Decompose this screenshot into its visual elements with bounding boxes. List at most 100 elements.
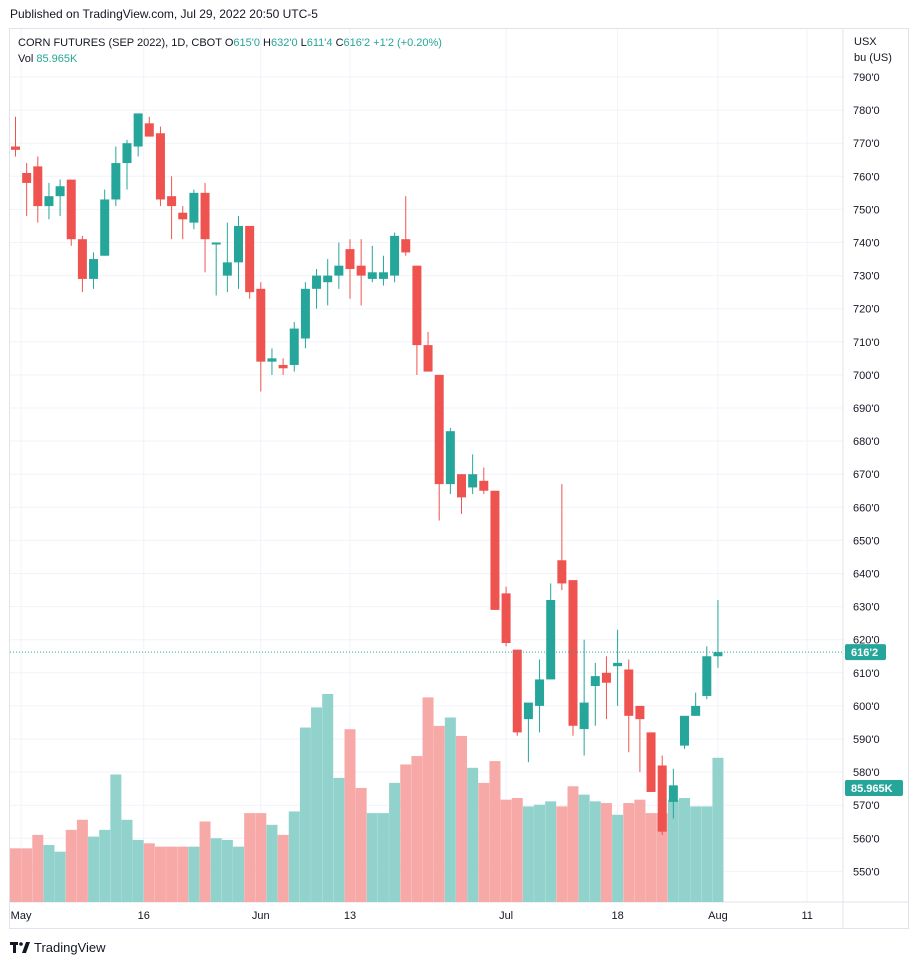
- last-volume-tag: [845, 780, 903, 796]
- low-key: L: [300, 37, 307, 49]
- candle-body: [11, 146, 20, 150]
- last-price-tag: [845, 644, 886, 661]
- volume-bar: [344, 729, 356, 902]
- volume-bar: [76, 819, 88, 902]
- candle-body: [89, 259, 99, 279]
- volume-bar: [377, 813, 389, 902]
- price-tick-label: 790'0: [853, 72, 880, 84]
- candle-body: [702, 656, 712, 696]
- candle-body: [657, 765, 667, 832]
- candle-body: [256, 288, 266, 362]
- candle-body: [390, 235, 400, 276]
- volume-bar: [99, 829, 111, 902]
- candle-body: [680, 715, 689, 746]
- volume-bar: [400, 764, 412, 902]
- candle-body: [167, 196, 177, 207]
- volume-bar: [10, 848, 21, 902]
- candle-body: [691, 705, 701, 716]
- volume-value: 85.965K: [36, 53, 78, 65]
- volume-bar: [712, 757, 724, 902]
- candle-body: [479, 480, 489, 491]
- volume-bar: [478, 782, 490, 902]
- candle-body: [100, 199, 110, 256]
- candle-body: [323, 275, 333, 283]
- volume-bar: [467, 767, 479, 902]
- price-tick-label: 720'0: [853, 304, 880, 316]
- volume-bar: [690, 806, 702, 902]
- tradingview-logo-icon: [10, 942, 30, 953]
- volume-bar: [65, 829, 77, 902]
- price-tick-label: 660'0: [853, 502, 880, 514]
- chart-legend: CORN FUTURES (SEP 2022), 1D, CBOT O615'0…: [18, 35, 442, 67]
- volume-bar: [589, 801, 601, 902]
- candle-body: [590, 676, 600, 687]
- candle-body: [55, 186, 65, 197]
- high-key: H: [263, 37, 271, 49]
- price-tick-label: 710'0: [853, 337, 880, 349]
- time-tick-label: 18: [611, 910, 623, 922]
- candle-body: [501, 593, 511, 644]
- candle-body: [635, 705, 645, 720]
- candle-body: [412, 265, 422, 346]
- candle-body: [535, 679, 545, 706]
- volume-bar: [277, 834, 289, 902]
- candle-body: [378, 272, 388, 279]
- volume-bar: [389, 782, 401, 902]
- tradingview-logo[interactable]: TradingView: [10, 940, 106, 955]
- price-tick-label: 760'0: [853, 171, 880, 183]
- time-tick-label: 11: [801, 910, 812, 922]
- candle-body: [434, 374, 444, 485]
- symbol-label: CORN FUTURES (SEP 2022), 1D, CBOT: [18, 37, 222, 49]
- volume-bar: [110, 774, 122, 902]
- chart-frame[interactable]: [9, 28, 909, 929]
- candle-body: [200, 192, 210, 240]
- candle-body: [646, 732, 656, 792]
- price-tick-label: 730'0: [853, 271, 880, 283]
- candle-body: [33, 166, 43, 207]
- volume-line: Vol 85.965K: [18, 51, 442, 67]
- candle-body: [155, 133, 165, 200]
- low-value: 611'4: [306, 37, 333, 49]
- price-tick-label: 620'0: [853, 635, 880, 647]
- volume-bar: [500, 799, 512, 902]
- volume-bar: [534, 804, 546, 902]
- volume-bar: [411, 756, 423, 902]
- volume-key: Vol: [18, 53, 34, 65]
- currency-label: USX: [854, 36, 877, 48]
- time-tick-label: 16: [138, 910, 150, 922]
- candle-body: [278, 364, 288, 369]
- candle-body: [546, 599, 556, 680]
- close-value: 616'2: [343, 37, 371, 49]
- candle-body: [401, 239, 411, 253]
- open-key: O: [224, 37, 234, 49]
- price-tick-label: 650'0: [853, 535, 880, 547]
- volume-bar: [578, 794, 590, 902]
- candle-body: [245, 225, 255, 293]
- price-tick-label: 610'0: [853, 668, 880, 680]
- time-tick-label: 13: [344, 910, 356, 922]
- volume-bar: [177, 846, 189, 902]
- volume-bar: [489, 761, 501, 902]
- ohlc-line: CORN FUTURES (SEP 2022), 1D, CBOT O615'0…: [18, 35, 442, 51]
- candle-body: [579, 702, 589, 730]
- candle-body: [557, 560, 567, 584]
- volume-bar: [623, 803, 635, 902]
- candle-body: [289, 328, 299, 365]
- price-tick-label: 640'0: [853, 569, 880, 581]
- price-tick-label: 630'0: [853, 602, 880, 614]
- volume-bar: [511, 798, 523, 902]
- volume-bar: [199, 821, 211, 902]
- price-tick-label: 770'0: [853, 138, 880, 150]
- volume-bar: [244, 813, 256, 902]
- candle-body: [189, 192, 199, 223]
- volume-bar: [456, 735, 467, 902]
- volume-bar: [545, 801, 557, 902]
- candle-body: [345, 249, 355, 269]
- candle-body: [613, 662, 623, 667]
- volume-bar: [333, 777, 345, 902]
- candle-body: [668, 785, 678, 802]
- price-tick-label: 670'0: [853, 469, 880, 481]
- candle-body: [133, 113, 143, 147]
- candle-body: [312, 275, 322, 289]
